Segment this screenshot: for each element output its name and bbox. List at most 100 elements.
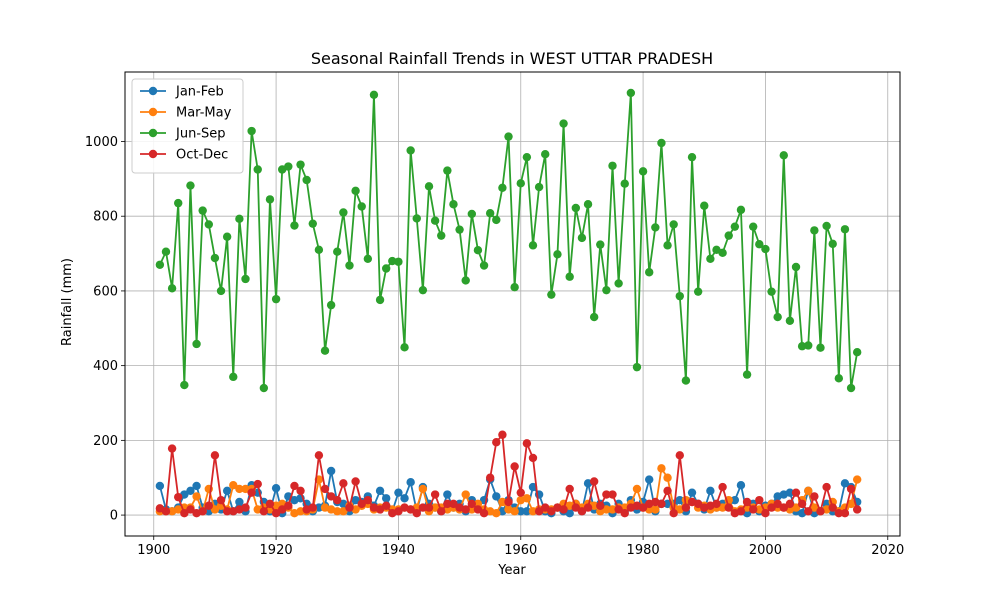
data-point: [333, 507, 342, 516]
data-point: [620, 509, 629, 518]
data-point: [437, 231, 446, 240]
data-point: [400, 494, 409, 503]
data-point: [455, 225, 464, 234]
data-point: [473, 505, 483, 514]
data-point: [687, 152, 697, 162]
data-point: [791, 262, 801, 272]
data-point: [528, 241, 538, 250]
data-point: [669, 509, 678, 518]
data-point: [222, 486, 232, 495]
data-point: [516, 507, 525, 516]
data-point: [657, 464, 666, 473]
data-point: [339, 208, 348, 217]
data-point: [216, 495, 226, 505]
legend-marker: [148, 128, 158, 138]
data-point: [363, 254, 373, 263]
data-point: [547, 290, 556, 299]
data-point: [541, 149, 550, 159]
series-jun-sep: [155, 88, 862, 393]
data-point: [192, 339, 201, 349]
data-point: [755, 240, 764, 249]
data-point: [204, 220, 213, 229]
data-point: [418, 285, 428, 295]
data-point: [229, 480, 238, 490]
y-tick-label: 200: [93, 434, 118, 449]
data-point: [773, 499, 782, 509]
data-point: [797, 499, 807, 509]
data-point: [749, 505, 758, 514]
data-point: [418, 503, 428, 512]
data-point: [614, 505, 623, 514]
data-point: [730, 222, 740, 231]
x-tick-label: 1960: [504, 543, 537, 558]
data-point: [222, 507, 232, 516]
data-point: [510, 507, 519, 516]
legend-box: [131, 78, 244, 174]
legend: Jan-Feb Mar-May Jun-Sep Oct-Dec: [131, 78, 244, 174]
data-point: [241, 503, 250, 512]
data-point: [198, 507, 207, 516]
data-point: [369, 90, 379, 99]
legend-item-mar-may: Mar-May: [140, 106, 232, 121]
data-point: [406, 146, 415, 155]
data-point: [461, 505, 470, 514]
data-point: [467, 209, 477, 219]
data-point: [381, 501, 391, 510]
data-point: [528, 482, 538, 492]
data-point: [180, 509, 189, 518]
data-point: [492, 215, 501, 225]
data-point: [430, 490, 440, 499]
data-point: [822, 221, 831, 231]
data-point: [473, 246, 483, 255]
data-point: [602, 505, 611, 514]
data-point: [229, 372, 238, 382]
data-point: [235, 484, 244, 494]
data-point: [700, 201, 709, 210]
data-point: [222, 232, 232, 241]
data-point: [675, 451, 684, 460]
data-point: [742, 497, 752, 507]
data-point: [767, 287, 776, 296]
data-point: [192, 492, 201, 501]
chart-title: Seasonal Rainfall Trends in WEST UTTAR P…: [311, 49, 713, 68]
data-point: [583, 200, 593, 209]
data-point: [718, 248, 727, 258]
data-point: [406, 505, 415, 514]
data-point: [167, 284, 177, 293]
data-point: [810, 503, 819, 512]
data-point: [742, 370, 752, 379]
data-point: [174, 198, 183, 208]
data-point: [669, 220, 678, 229]
x-tick-label: 1920: [260, 543, 293, 558]
data-point: [186, 181, 195, 190]
data-point: [675, 291, 684, 301]
legend-item-jan-feb: Jan-Feb: [140, 85, 224, 100]
data-point: [351, 186, 360, 195]
data-point: [247, 488, 256, 497]
data-point: [797, 342, 807, 351]
data-point: [522, 152, 532, 162]
data-point: [167, 444, 177, 453]
data-point: [504, 497, 513, 507]
data-point: [547, 507, 556, 516]
data-point: [785, 316, 795, 326]
data-point: [553, 250, 562, 259]
data-point: [663, 241, 672, 250]
data-point: [345, 503, 354, 512]
data-point: [632, 484, 642, 494]
data-point: [571, 203, 581, 213]
data-point: [363, 495, 373, 505]
data-point: [412, 509, 421, 518]
data-point: [326, 492, 336, 501]
data-point: [235, 497, 244, 507]
data-point: [186, 505, 195, 514]
data-point: [589, 312, 599, 322]
data-point: [755, 495, 764, 505]
x-tick-label: 2000: [749, 543, 782, 558]
data-point: [412, 214, 421, 223]
data-point: [791, 503, 801, 512]
series-oct-dec: [155, 430, 862, 518]
data-point: [284, 501, 293, 510]
data-point: [320, 484, 330, 494]
data-point: [638, 503, 648, 512]
